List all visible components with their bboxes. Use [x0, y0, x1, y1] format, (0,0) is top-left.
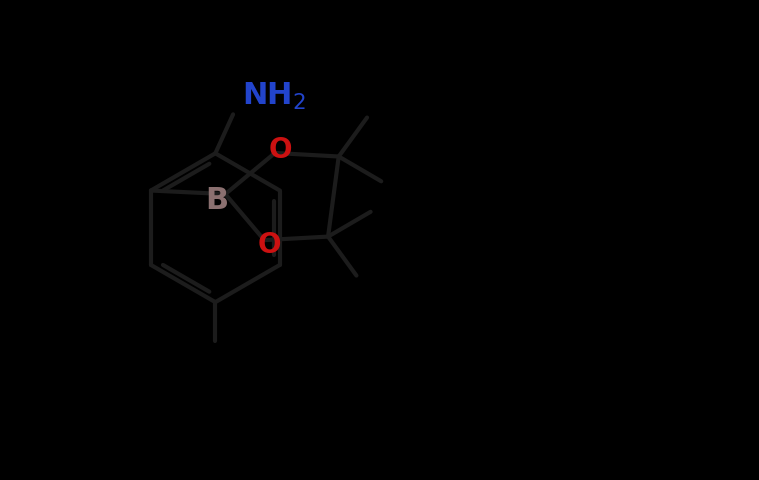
Text: NH$_2$: NH$_2$ [241, 81, 306, 111]
Text: B: B [205, 186, 228, 215]
Text: O: O [257, 230, 281, 258]
Text: O: O [268, 136, 291, 164]
